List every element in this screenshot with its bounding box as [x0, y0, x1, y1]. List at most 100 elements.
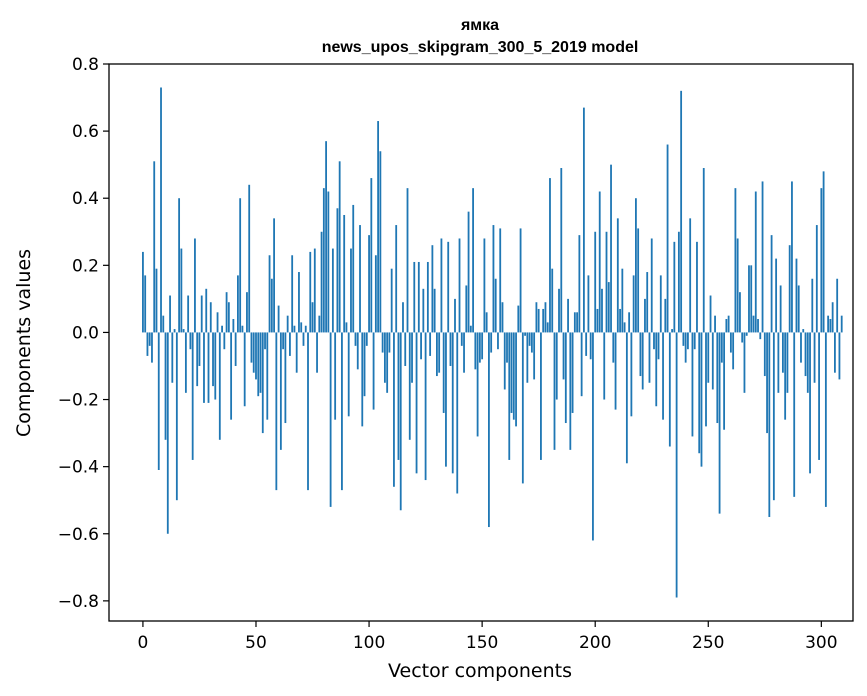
bar — [361, 332, 364, 427]
bar — [302, 332, 305, 346]
bar — [689, 218, 692, 333]
bar — [359, 225, 361, 333]
bar — [286, 315, 289, 333]
bar — [567, 298, 569, 333]
bar — [363, 332, 366, 397]
bar — [232, 319, 235, 333]
bar — [365, 332, 368, 346]
bar — [196, 332, 199, 387]
bar — [386, 332, 389, 393]
bar — [655, 332, 658, 407]
bar — [580, 332, 583, 397]
bar — [347, 332, 350, 417]
bar — [770, 235, 773, 333]
bar — [838, 332, 841, 380]
bar — [718, 332, 721, 514]
bar — [433, 288, 436, 333]
bar — [779, 285, 782, 333]
bar — [546, 322, 549, 333]
bar — [657, 332, 660, 360]
bar — [169, 295, 171, 333]
bar — [530, 332, 533, 353]
bar — [693, 332, 696, 350]
bar — [668, 332, 671, 447]
bar — [700, 332, 703, 467]
bar — [155, 268, 158, 333]
bar — [797, 285, 800, 333]
x-tick-label: 300 — [805, 633, 837, 653]
bar — [791, 181, 793, 333]
bar — [711, 332, 714, 390]
bar — [463, 332, 465, 373]
bar — [343, 214, 346, 333]
bar — [221, 325, 223, 333]
bar — [474, 332, 477, 370]
bar — [582, 107, 585, 333]
bar — [553, 332, 556, 450]
bar — [585, 332, 588, 356]
bar — [454, 298, 456, 333]
bar — [777, 332, 780, 393]
bar — [408, 332, 411, 440]
bar — [377, 121, 380, 333]
bar — [411, 332, 413, 383]
bar — [178, 198, 181, 333]
x-tick-label: 0 — [138, 633, 149, 653]
bar — [374, 255, 377, 333]
bar — [191, 332, 194, 460]
bar — [732, 332, 735, 370]
bar — [646, 272, 649, 333]
bar — [225, 292, 228, 333]
bar — [227, 302, 230, 333]
bar — [691, 332, 694, 437]
bar — [558, 288, 560, 333]
bar — [465, 285, 468, 333]
bar — [298, 272, 300, 333]
bar — [241, 325, 244, 333]
bar — [248, 184, 251, 333]
bar — [526, 332, 529, 383]
bar — [761, 181, 764, 333]
bar — [524, 332, 526, 336]
bar — [784, 332, 787, 420]
bar — [501, 302, 504, 333]
bar — [171, 332, 174, 383]
bar — [698, 332, 701, 454]
bar — [648, 332, 651, 383]
bar — [148, 332, 151, 346]
bar — [605, 231, 608, 333]
bar — [508, 332, 511, 460]
bar — [601, 288, 603, 333]
bar — [687, 332, 689, 350]
bar — [442, 332, 445, 413]
bar — [806, 332, 809, 393]
bar — [320, 231, 323, 333]
bar — [485, 312, 488, 333]
bar — [182, 329, 185, 333]
y-tick-label: −0.6 — [58, 525, 99, 545]
bar — [144, 275, 147, 333]
bar — [406, 188, 409, 333]
bar — [515, 332, 517, 427]
bar — [230, 332, 233, 420]
bar — [576, 312, 579, 333]
bar — [214, 332, 217, 400]
bar — [460, 332, 463, 346]
bar — [472, 188, 474, 333]
bar — [596, 308, 599, 333]
bar — [727, 315, 730, 333]
bar — [709, 295, 712, 333]
bar — [264, 332, 266, 350]
bar — [234, 332, 237, 366]
bar — [607, 282, 610, 333]
bar — [768, 332, 771, 517]
bar — [270, 278, 273, 333]
bar — [533, 332, 536, 380]
bar — [417, 261, 420, 333]
bar — [822, 171, 825, 333]
bar — [818, 332, 820, 460]
bar — [555, 332, 558, 400]
bar — [757, 319, 759, 333]
x-tick-label: 100 — [353, 633, 385, 653]
bar — [309, 251, 312, 333]
